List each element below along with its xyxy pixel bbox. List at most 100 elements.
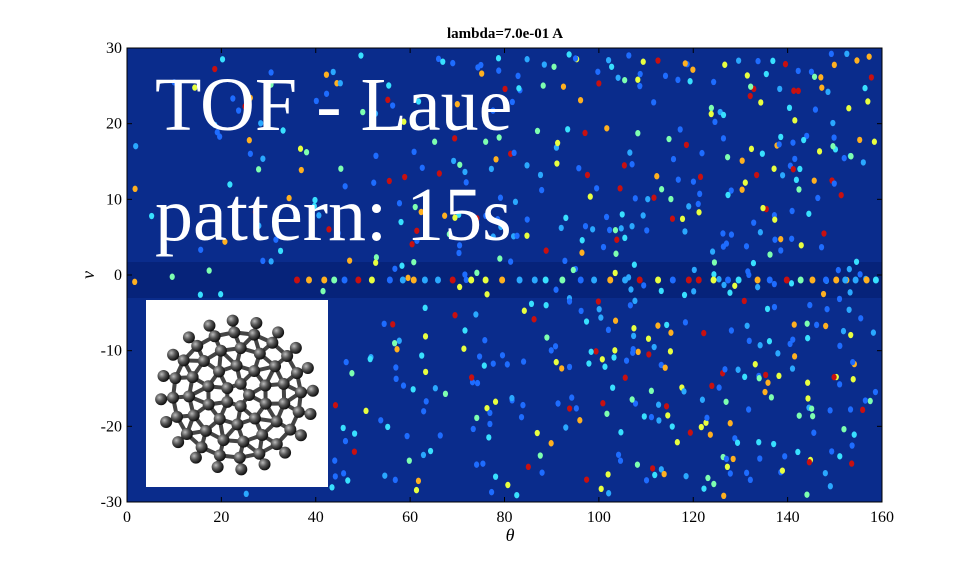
spot [755, 283, 761, 291]
spot [792, 155, 798, 163]
spot [853, 258, 860, 265]
spot [860, 159, 866, 166]
spot [198, 246, 204, 253]
x-tick-label: 60 [402, 509, 418, 526]
spot [381, 320, 387, 328]
atom [237, 435, 250, 448]
spot [462, 271, 468, 278]
spot [805, 379, 811, 386]
atom [234, 377, 247, 390]
spot [584, 171, 591, 179]
spot [789, 207, 795, 215]
spot [708, 110, 714, 118]
spot [492, 398, 499, 405]
spot [394, 346, 400, 353]
spot [847, 289, 853, 296]
spot [514, 491, 520, 499]
spot [432, 385, 438, 392]
spot [206, 267, 212, 274]
spot [476, 353, 483, 360]
atom [211, 461, 224, 474]
spot [345, 477, 351, 484]
spot [340, 424, 346, 432]
spot [341, 276, 348, 284]
spot [842, 276, 849, 284]
spot [497, 255, 503, 262]
atom [213, 449, 226, 462]
spot [335, 229, 341, 237]
spot [727, 470, 733, 477]
spot [766, 338, 773, 345]
spot [674, 439, 680, 446]
spot [779, 467, 786, 474]
spot [578, 307, 584, 315]
spot [392, 265, 398, 272]
spot [449, 276, 456, 284]
spot [807, 301, 813, 309]
spot [837, 453, 843, 460]
spot [516, 85, 522, 92]
spot [303, 149, 310, 156]
atom [281, 350, 294, 363]
atom [167, 348, 180, 361]
atom [213, 413, 226, 426]
spot [776, 141, 782, 148]
spot [487, 420, 493, 428]
spot [778, 133, 784, 141]
spot [552, 343, 559, 350]
spot [665, 412, 671, 419]
spot [406, 457, 412, 464]
spot [496, 134, 502, 141]
spot [630, 349, 636, 356]
spot [763, 70, 769, 78]
spot [590, 226, 596, 233]
spot [697, 190, 703, 198]
atom [182, 331, 195, 344]
spot [841, 425, 847, 433]
spot [709, 248, 716, 255]
spot [790, 165, 796, 173]
spot [273, 236, 279, 243]
spot [742, 179, 748, 186]
spot [297, 145, 304, 152]
spot [612, 269, 618, 277]
spot [669, 215, 676, 222]
spot [658, 361, 664, 369]
spot [537, 171, 544, 179]
spot [651, 343, 657, 351]
chart-title: lambda=7.0e-01 A [447, 26, 563, 42]
spot [828, 50, 834, 58]
atom [213, 365, 226, 378]
atom [208, 330, 221, 343]
spot [825, 88, 831, 96]
spot [723, 398, 729, 405]
spot [591, 276, 598, 284]
spot [637, 70, 643, 78]
spot [838, 191, 844, 199]
spot [819, 84, 825, 91]
spot [744, 322, 750, 329]
spot [427, 447, 434, 455]
spot [392, 476, 398, 484]
spot [645, 335, 652, 342]
spot [305, 276, 312, 284]
spot [280, 127, 286, 134]
spot [732, 282, 738, 289]
spot [728, 187, 734, 194]
spot [518, 413, 525, 421]
x-tick-label: 80 [497, 509, 513, 526]
spot [411, 258, 417, 266]
spot [765, 379, 771, 386]
spot [690, 66, 696, 73]
spot [390, 321, 396, 328]
atom [272, 326, 285, 339]
spot [792, 353, 798, 360]
spot [332, 457, 338, 464]
spot [746, 337, 752, 345]
spot [508, 258, 514, 265]
spot [790, 336, 796, 343]
spot [796, 412, 802, 419]
spot [687, 78, 693, 85]
spot [659, 186, 665, 193]
spot [720, 135, 727, 142]
